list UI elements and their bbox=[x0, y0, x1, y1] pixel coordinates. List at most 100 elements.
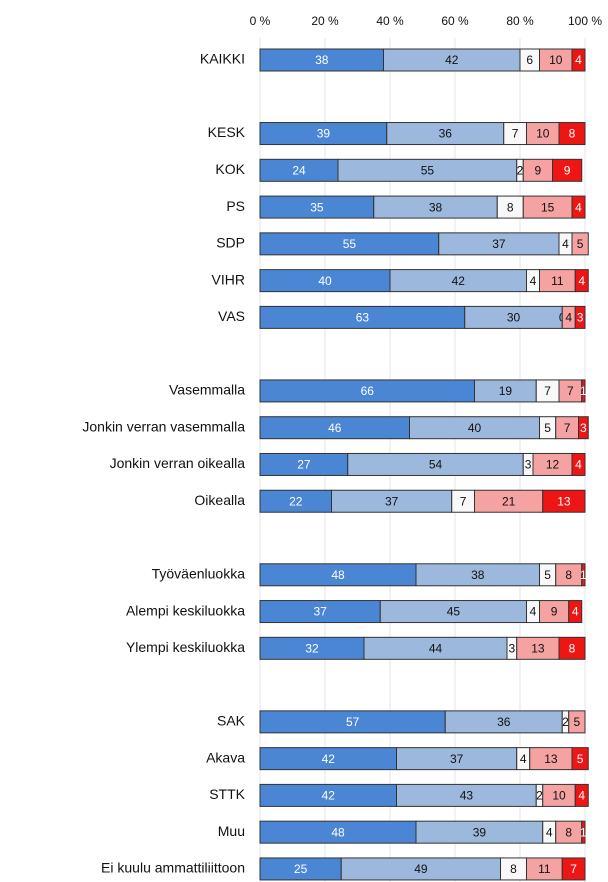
segment-label: 8 bbox=[565, 568, 572, 582]
category-label: SDP bbox=[216, 235, 245, 251]
bar-segment bbox=[581, 563, 586, 587]
segment-label: 2 bbox=[536, 789, 543, 803]
bar-segment bbox=[581, 820, 586, 844]
segment-label: 43 bbox=[460, 789, 474, 803]
segment-label: 3 bbox=[509, 641, 516, 655]
category-label: Muu bbox=[218, 823, 245, 839]
segment-label: 3 bbox=[580, 421, 587, 435]
segment-label: 44 bbox=[429, 641, 443, 655]
bar-segment bbox=[561, 857, 586, 881]
segment-label: 66 bbox=[361, 384, 375, 398]
segment-label: 35 bbox=[310, 200, 324, 214]
segment-label: 3 bbox=[525, 458, 532, 472]
segment-label: 8 bbox=[569, 127, 576, 141]
segment-label: 4 bbox=[546, 825, 553, 839]
segment-label: 2 bbox=[562, 715, 569, 729]
bar-segment bbox=[568, 710, 586, 734]
bar-segment bbox=[574, 269, 589, 293]
segment-label: 48 bbox=[331, 568, 345, 582]
segment-label: 7 bbox=[512, 127, 519, 141]
segment-label: 37 bbox=[385, 494, 399, 508]
category-label: Jonkin verran vasemmalla bbox=[82, 418, 245, 434]
segment-label: 54 bbox=[429, 458, 443, 472]
segment-label: 4 bbox=[530, 605, 537, 619]
segment-label: 7 bbox=[567, 384, 574, 398]
segment-label: 13 bbox=[544, 752, 558, 766]
segment-label: 1 bbox=[580, 825, 587, 839]
segment-label: 42 bbox=[322, 752, 336, 766]
segment-label: 32 bbox=[305, 641, 319, 655]
segment-label: 15 bbox=[541, 200, 555, 214]
segment-label: 4 bbox=[520, 752, 527, 766]
segment-label: 13 bbox=[557, 494, 571, 508]
bar-segment bbox=[558, 122, 586, 146]
segment-label: 9 bbox=[551, 605, 558, 619]
segment-label: 55 bbox=[343, 237, 357, 251]
segment-label: 5 bbox=[577, 752, 584, 766]
category-label: Oikealla bbox=[194, 492, 245, 508]
category-label: KESK bbox=[208, 124, 246, 140]
segment-label: 4 bbox=[565, 311, 572, 325]
bar-segment bbox=[542, 489, 586, 513]
bar-segment bbox=[571, 747, 589, 771]
category-label: VAS bbox=[218, 308, 245, 324]
segment-label: 38 bbox=[429, 200, 443, 214]
bar-segment bbox=[571, 48, 586, 72]
x-tick-label: 100 % bbox=[568, 14, 602, 28]
segment-label: 4 bbox=[578, 274, 585, 288]
x-tick-label: 60 % bbox=[441, 14, 469, 28]
segment-label: 36 bbox=[497, 715, 511, 729]
segment-label: 46 bbox=[328, 421, 342, 435]
segment-label: 38 bbox=[315, 53, 329, 67]
category-label: STTK bbox=[209, 786, 245, 802]
bar-segment bbox=[571, 452, 586, 476]
segment-label: 45 bbox=[447, 605, 461, 619]
segment-label: 8 bbox=[507, 200, 514, 214]
bar-segment bbox=[571, 232, 589, 256]
category-label: SAK bbox=[217, 713, 246, 729]
segment-label: 37 bbox=[492, 237, 506, 251]
x-tick-label: 20 % bbox=[311, 14, 339, 28]
segment-label: 10 bbox=[549, 53, 563, 67]
segment-label: 38 bbox=[471, 568, 485, 582]
segment-label: 4 bbox=[575, 53, 582, 67]
segment-label: 8 bbox=[510, 862, 517, 876]
bar-segment bbox=[571, 195, 586, 219]
category-label: Vasemmalla bbox=[169, 382, 245, 398]
category-label: Ylempi keskiluokka bbox=[126, 639, 245, 655]
segment-label: 4 bbox=[578, 789, 585, 803]
segment-label: 40 bbox=[468, 421, 482, 435]
segment-label: 7 bbox=[460, 494, 467, 508]
bar-segment bbox=[568, 600, 583, 624]
segment-label: 7 bbox=[544, 384, 551, 398]
segment-label: 12 bbox=[546, 458, 560, 472]
segment-label: 2 bbox=[517, 163, 524, 177]
segment-label: 5 bbox=[544, 568, 551, 582]
segment-label: 4 bbox=[575, 458, 582, 472]
segment-label: 22 bbox=[289, 494, 303, 508]
category-label: Ei kuulu ammattiliittoon bbox=[101, 860, 245, 876]
category-label: PS bbox=[226, 198, 245, 214]
segment-label: 4 bbox=[562, 237, 569, 251]
segment-label: 10 bbox=[552, 789, 566, 803]
x-tick-label: 40 % bbox=[376, 14, 404, 28]
segment-label: 8 bbox=[569, 641, 576, 655]
segment-label: 11 bbox=[538, 862, 551, 876]
segment-label: 39 bbox=[473, 825, 487, 839]
segment-label: 39 bbox=[317, 127, 331, 141]
segment-label: 40 bbox=[318, 274, 332, 288]
category-label: Akava bbox=[206, 749, 245, 765]
segment-label: 24 bbox=[292, 163, 306, 177]
segment-label: 5 bbox=[577, 237, 584, 251]
segment-label: 42 bbox=[322, 789, 336, 803]
segment-label: 27 bbox=[297, 458, 311, 472]
segment-label: 19 bbox=[499, 384, 513, 398]
segment-label: 5 bbox=[574, 715, 581, 729]
bar-segment bbox=[581, 379, 586, 403]
segment-label: 1 bbox=[580, 568, 587, 582]
segment-label: 42 bbox=[452, 274, 466, 288]
segment-label: 1 bbox=[580, 384, 587, 398]
segment-label: 48 bbox=[331, 825, 345, 839]
segment-label: 49 bbox=[414, 862, 428, 876]
